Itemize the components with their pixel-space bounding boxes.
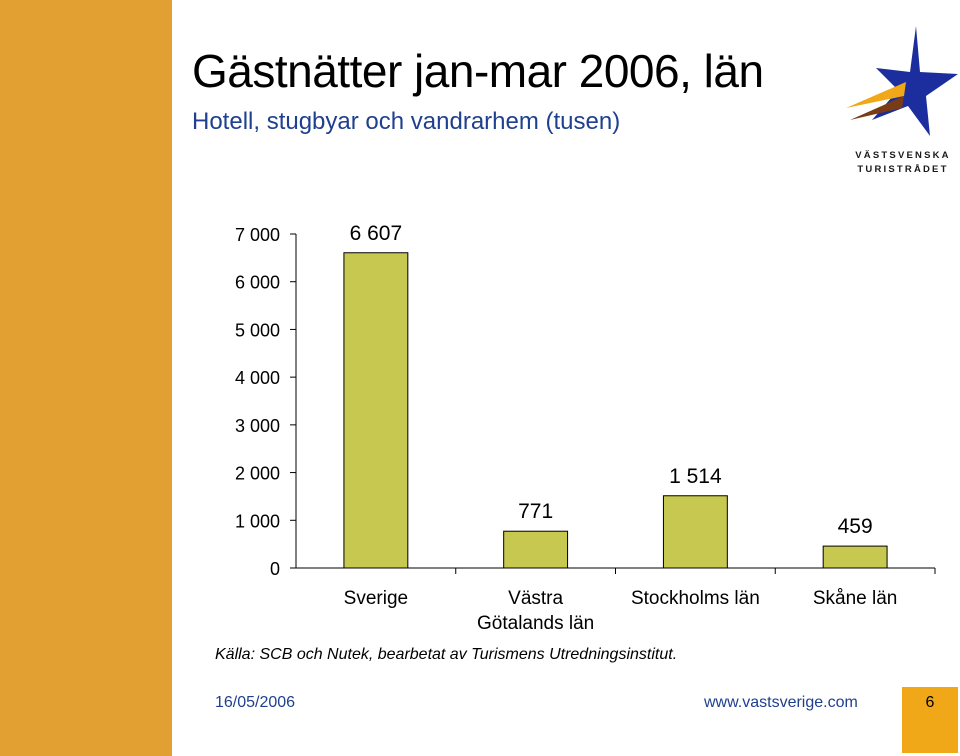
y-tick-label: 5 000: [235, 320, 280, 340]
page-number: 6: [925, 694, 935, 711]
bar: [503, 530, 569, 569]
vastsvenska-turistradet-logo: VÄSTSVENSKA TURISTRÅDET: [846, 24, 960, 180]
y-tick-label: 0: [270, 559, 280, 579]
logo-text-line1: VÄSTSVENSKA: [855, 150, 951, 161]
footer-date: 16/05/2006: [215, 694, 296, 711]
page-number-box: [902, 687, 958, 753]
x-category-label: Västra: [508, 588, 563, 609]
y-tick-label: 6 000: [235, 273, 280, 293]
bar-value-label: 1 514: [669, 465, 722, 488]
y-tick-label: 4 000: [235, 368, 280, 388]
star-logo-icon: [846, 26, 958, 136]
y-tick-label: 3 000: [235, 416, 280, 436]
slide-subtitle: Hotell, stugbyar och vandrarhem (tusen): [192, 108, 621, 135]
bar-value-label: 6 607: [350, 222, 403, 245]
bar: [343, 252, 409, 569]
bar: [822, 545, 888, 569]
x-category-label: Götalands län: [477, 613, 594, 634]
y-tick-label: 1 000: [235, 511, 280, 531]
slide-title: Gästnätter jan-mar 2006, län: [192, 45, 764, 97]
footer-url: www.vastsverige.com: [704, 694, 858, 711]
bar-value-label: 771: [518, 500, 553, 523]
source-note: Källa: SCB och Nutek, bearbetat av Turis…: [215, 646, 678, 663]
bar: [662, 495, 728, 569]
x-category-label: Skåne län: [813, 588, 898, 609]
y-tick-label: 7 000: [235, 225, 280, 245]
y-tick-label: 2 000: [235, 464, 280, 484]
x-category-label: Sverige: [344, 588, 408, 609]
x-category-label: Stockholms län: [631, 588, 760, 609]
logo-text-line2: TURISTRÅDET: [857, 164, 949, 175]
left-accent-band: [0, 0, 172, 756]
bar-value-label: 459: [838, 515, 873, 538]
